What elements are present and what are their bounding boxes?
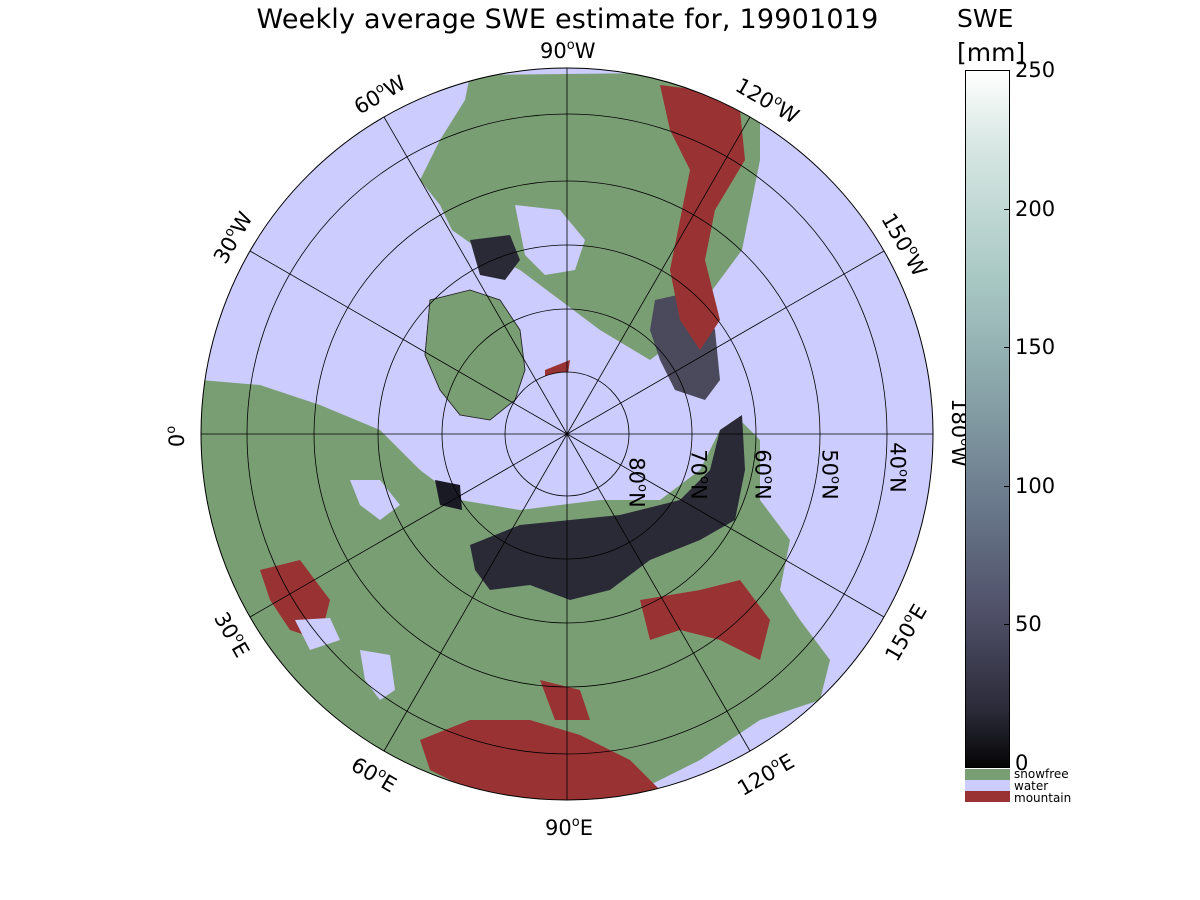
colorbar-tick-mark [1004, 347, 1010, 348]
legend-label-mountain: mountain [1014, 791, 1072, 805]
legend-label-water: water [1014, 779, 1049, 793]
legend-swatch-water [965, 780, 1010, 791]
colorbar-title: SWE [957, 4, 1014, 33]
lat-label-40n: 40oN [885, 442, 911, 493]
legend-label-snowfree: snowfree [1014, 767, 1069, 781]
colorbar-tick-200: 200 [1015, 197, 1056, 221]
colorbar-tick-50: 50 [1015, 612, 1042, 636]
hudson-bay [515, 205, 585, 275]
map-title: Weekly average SWE estimate for, 1990101… [256, 4, 879, 35]
lon-label-90w: 90oW [540, 38, 596, 63]
colorbar-tick-150: 150 [1015, 335, 1056, 359]
mountain-himalaya [420, 720, 660, 800]
lat-label-80n: 80oN [624, 457, 650, 508]
meridians [201, 68, 933, 800]
lat-label-70n: 70oN [686, 449, 712, 500]
snow-siberia [470, 415, 745, 600]
caspian-sea [360, 650, 395, 700]
legend-swatch-mountain [965, 791, 1010, 802]
lon-label-90e: 90oE [545, 815, 593, 840]
colorbar-tick-100: 100 [1015, 474, 1056, 498]
legend-swatch-snowfree [965, 769, 1010, 780]
colorbar-tick-0: 0 [1015, 751, 1029, 775]
colorbar-tick-mark [1004, 70, 1010, 71]
colorbar-tick-mark [1004, 486, 1010, 487]
colorbar-tick-mark [1004, 209, 1010, 210]
baltic-sea [350, 480, 400, 520]
lat-label-60n: 60oN [750, 449, 776, 500]
mountain-east-siberia [640, 580, 770, 660]
lat-label-50n: 50oN [817, 449, 843, 500]
snow-scandinavia [435, 480, 462, 510]
colorbar-unit: [mm] [957, 38, 1026, 67]
colorbar-tick-250: 250 [1015, 58, 1056, 82]
snow-canada-arctic [470, 235, 520, 280]
colorbar-tick-mark [1004, 624, 1010, 625]
lon-label-0: 0o [164, 425, 190, 448]
colorbar [965, 70, 1010, 768]
mountain-urals [540, 680, 590, 720]
